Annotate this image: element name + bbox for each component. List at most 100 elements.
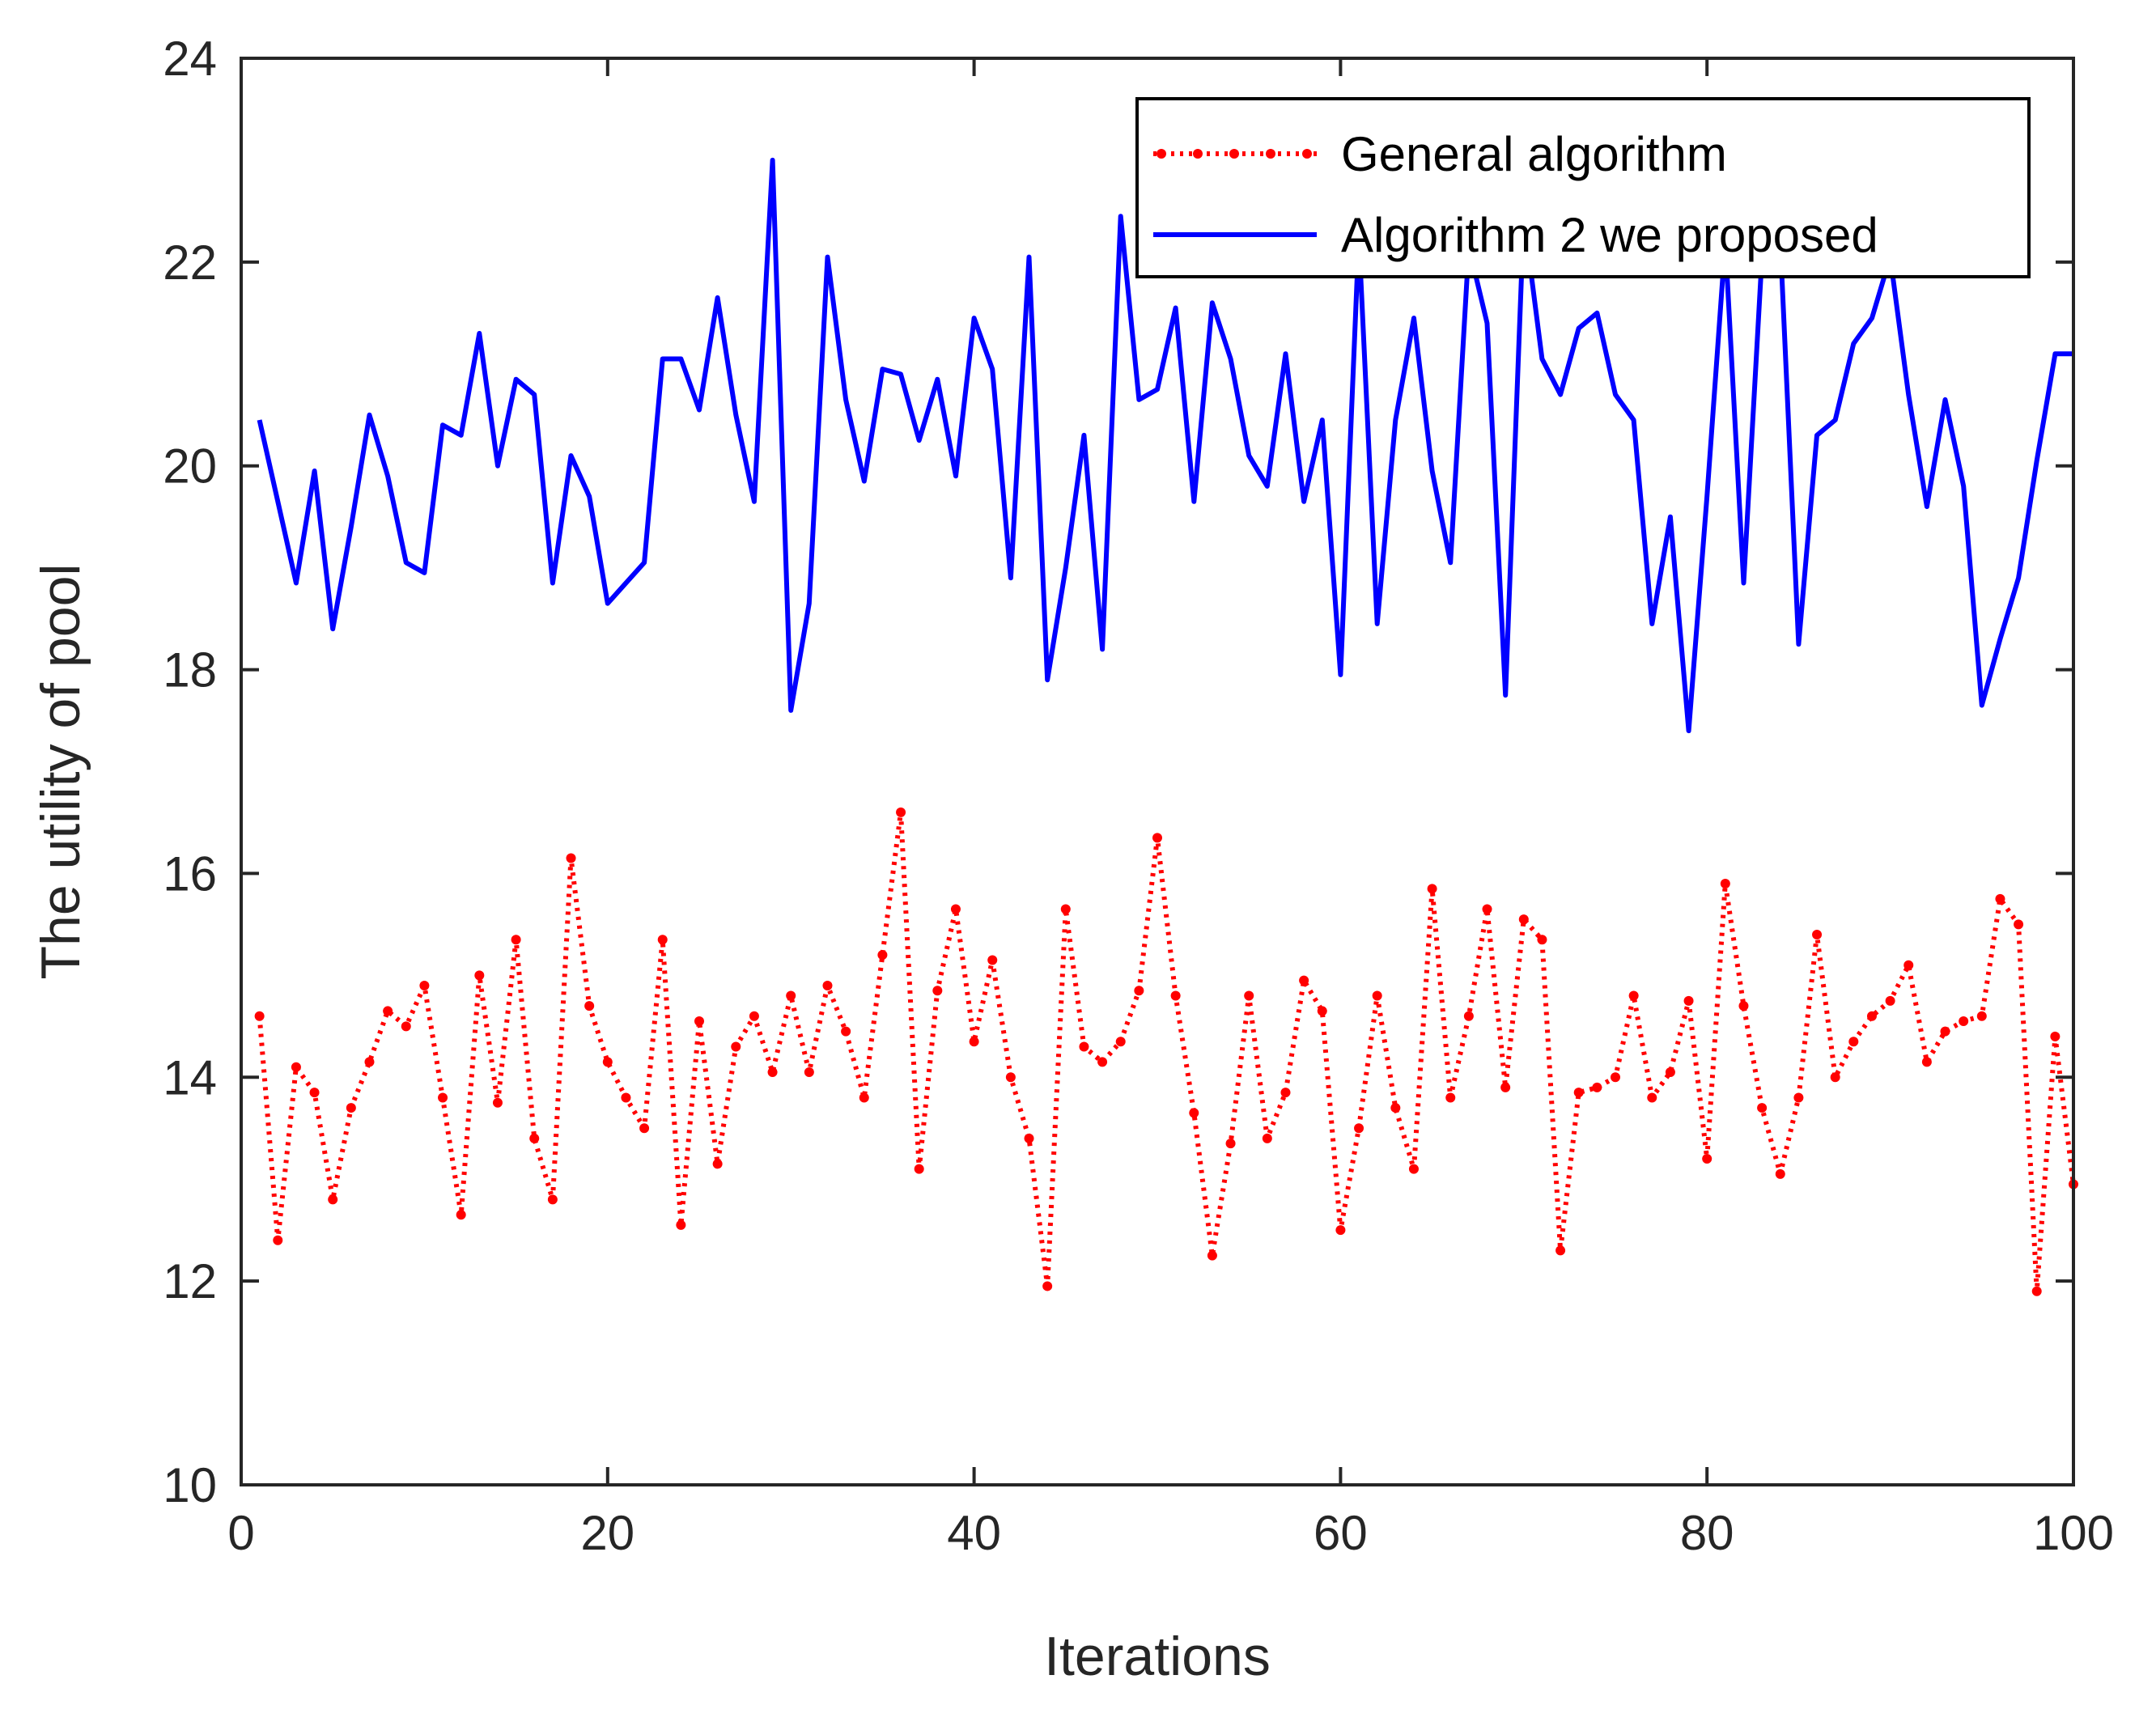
- data-point: [328, 1194, 338, 1205]
- data-point: [1262, 1133, 1272, 1143]
- data-point: [1592, 1082, 1602, 1092]
- x-tick-label: 80: [1680, 1506, 1734, 1560]
- data-point: [1372, 990, 1382, 1001]
- data-point: [1757, 1103, 1768, 1113]
- legend-label-algorithm-2: Algorithm 2 we proposed: [1341, 208, 1878, 262]
- y-tick-label: 14: [163, 1050, 217, 1105]
- data-point: [1647, 1092, 1657, 1103]
- data-point: [1225, 1139, 1236, 1149]
- axes-box: [240, 57, 2075, 1486]
- data-point: [621, 1092, 631, 1103]
- legend-marker: [1302, 149, 1312, 159]
- y-axis-label: The utility of pool: [30, 563, 91, 979]
- x-tick-label: 100: [2033, 1506, 2114, 1560]
- data-point: [1445, 1092, 1456, 1103]
- data-point: [1299, 975, 1309, 986]
- data-point: [1555, 1245, 1566, 1256]
- x-tick-label: 20: [580, 1506, 634, 1560]
- data-point: [877, 950, 888, 961]
- data-point: [492, 1097, 503, 1108]
- data-point: [1463, 1011, 1474, 1021]
- y-tick-label: 20: [163, 439, 217, 494]
- data-point: [804, 1067, 814, 1077]
- data-point: [950, 904, 961, 914]
- data-point: [1702, 1154, 1712, 1164]
- x-tick-label: 0: [227, 1506, 254, 1560]
- series-layer: [254, 157, 2078, 1296]
- legend-label-general-algorithm: General algorithm: [1341, 127, 1727, 181]
- y-tick-label: 24: [163, 32, 217, 86]
- data-point: [291, 1062, 301, 1072]
- data-point: [1427, 884, 1437, 894]
- data-point: [602, 1057, 613, 1067]
- data-point: [438, 1092, 448, 1103]
- data-point: [1848, 1037, 1859, 1047]
- y-tick-label: 16: [163, 846, 217, 901]
- data-point: [676, 1219, 686, 1230]
- data-point: [309, 1088, 320, 1098]
- data-point: [1812, 929, 1823, 939]
- data-point: [346, 1103, 356, 1113]
- data-point: [694, 1016, 704, 1027]
- y-tick-label: 12: [163, 1254, 217, 1308]
- data-point: [657, 935, 668, 945]
- data-point: [932, 986, 943, 996]
- data-point: [767, 1067, 778, 1077]
- data-point: [1024, 1133, 1034, 1143]
- data-point: [987, 955, 998, 965]
- data-point: [364, 1057, 375, 1067]
- data-point: [639, 1123, 650, 1134]
- legend-marker: [1266, 149, 1275, 159]
- data-point: [1500, 1082, 1511, 1092]
- data-point: [1390, 1103, 1401, 1113]
- data-point: [786, 990, 796, 1001]
- legend-marker: [1157, 149, 1166, 159]
- data-point: [383, 1006, 393, 1016]
- data-point: [1775, 1168, 1785, 1179]
- data-point: [2050, 1031, 2061, 1041]
- x-tick-label: 40: [947, 1506, 1001, 1560]
- data-point: [1518, 914, 1529, 925]
- legend-marker: [1229, 149, 1239, 159]
- data-point: [1793, 1092, 1804, 1103]
- data-point: [547, 1194, 558, 1205]
- data-point: [419, 980, 430, 990]
- x-axis-label: Iterations: [1044, 1626, 1271, 1687]
- x-tick-label: 60: [1314, 1506, 1368, 1560]
- data-point: [1921, 1057, 1932, 1067]
- data-point: [1152, 833, 1162, 843]
- data-point: [1959, 1016, 1969, 1027]
- data-point: [2014, 919, 2024, 930]
- data-point: [1354, 1123, 1364, 1134]
- y-tick-label: 18: [163, 643, 217, 698]
- data-point: [969, 1037, 979, 1047]
- data-point: [1537, 935, 1547, 945]
- data-point: [896, 807, 906, 817]
- data-point: [1940, 1026, 1950, 1037]
- data-point: [273, 1235, 283, 1245]
- data-point: [1720, 879, 1730, 889]
- data-point: [841, 1026, 851, 1037]
- series-line-0: [257, 809, 2076, 1294]
- data-point: [1335, 1225, 1346, 1236]
- data-point: [749, 1011, 759, 1021]
- data-point: [914, 1164, 924, 1174]
- data-point: [1005, 1072, 1016, 1083]
- legend: General algorithm Algorithm 2 we propose…: [1135, 97, 2031, 278]
- data-point: [1683, 995, 1694, 1006]
- data-point: [456, 1210, 466, 1220]
- data-point: [1189, 1108, 1199, 1118]
- data-point: [1885, 995, 1895, 1006]
- axis-ticks: 0 20 40 60 80 100 10 12 14 16 18 20 22 24: [163, 32, 2114, 1560]
- data-point: [1482, 904, 1492, 914]
- data-point: [1079, 1041, 1089, 1052]
- data-point: [1170, 990, 1181, 1001]
- data-point: [1976, 1011, 1987, 1021]
- data-point: [1573, 1088, 1584, 1098]
- data-point: [712, 1159, 723, 1169]
- data-point: [474, 970, 485, 981]
- data-point: [1866, 1011, 1877, 1021]
- data-point: [731, 1041, 741, 1052]
- data-point: [1115, 1037, 1126, 1047]
